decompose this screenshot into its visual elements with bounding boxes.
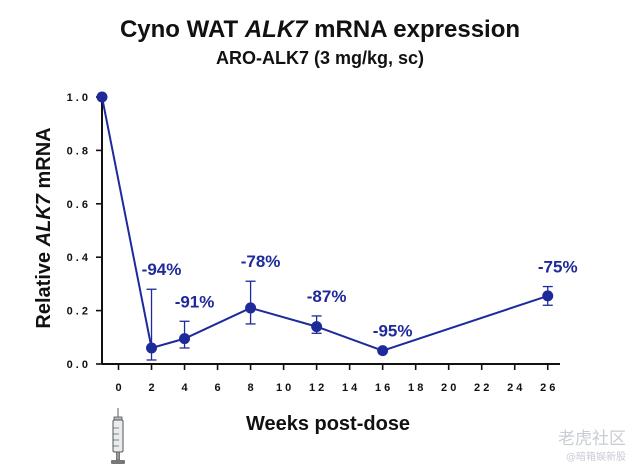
- y-tick-label: 1 . 0: [67, 92, 88, 104]
- data-point: [146, 342, 158, 354]
- data-label: -75%: [538, 258, 578, 277]
- x-tick-label: 1 0: [276, 382, 291, 394]
- y-tick-label: 0 . 4: [67, 252, 89, 264]
- x-tick-label: 0: [115, 382, 121, 394]
- x-tick-label: 2 6: [540, 382, 555, 394]
- data-point: [245, 302, 257, 314]
- x-tick-label: 1 2: [309, 382, 324, 394]
- y-tick-label: 0 . 6: [67, 199, 88, 211]
- data-point: [311, 321, 323, 333]
- series-line: [101, 96, 549, 352]
- x-axis-title: Weeks post-dose: [246, 413, 410, 435]
- watermark-brand: 老虎社区: [558, 429, 626, 449]
- x-ticks: 0 2 4 6 8 1 0 1 2 1 4 1 6 1 8 2 0 2 2 2 4 2 6: [115, 364, 555, 394]
- x-tick-label: 2 2: [474, 382, 489, 394]
- data-point: [377, 345, 389, 357]
- y-ticks: 0 . 0 0 . 2 0 . 4 0 . 6 0 . 8 1 . 0: [67, 92, 102, 371]
- chart-title: Cyno WAT ALK7 mRNA expression: [0, 16, 640, 44]
- x-tick-label: 2 4: [507, 382, 523, 394]
- x-tick-label: 1 8: [408, 382, 423, 394]
- data-label: -91%: [175, 292, 215, 311]
- data-point: [96, 91, 108, 103]
- watermark-handle: @暗箱娱新股: [566, 452, 626, 463]
- data-label: -94%: [142, 260, 182, 279]
- y-tick-label: 0 . 0: [67, 359, 88, 371]
- chart-title-gene: ALK7: [244, 16, 308, 43]
- syringe-icon: [111, 408, 125, 464]
- x-tick-label: 2 0: [441, 382, 456, 394]
- y-axis-title: Relative ALK7 mRNA: [33, 127, 55, 328]
- series-layer: [96, 91, 554, 361]
- x-tick-label: 6: [215, 382, 221, 394]
- y-tick-label: 0 . 8: [67, 145, 88, 157]
- data-label: -78%: [241, 252, 281, 271]
- data-label: -87%: [307, 287, 347, 306]
- x-tick-label: 2: [148, 382, 154, 394]
- data-labels: -94% -91% -78% -87% -95% -75%: [142, 252, 578, 340]
- axes: [101, 93, 560, 365]
- chart-title-pre: Cyno WAT: [119, 16, 245, 43]
- x-tick-label: 8: [248, 382, 254, 394]
- y-tick-label: 0 . 2: [67, 306, 88, 318]
- chart-title-post: mRNA expression: [307, 16, 521, 43]
- x-tick-label: 4: [181, 382, 188, 394]
- x-tick-label: 1 4: [342, 382, 358, 394]
- data-point: [542, 290, 554, 302]
- chart-subtitle: ARO-ALK7 (3 mg/kg, sc): [215, 48, 425, 68]
- y-axis-title-pre: Relative: [33, 246, 55, 328]
- y-axis-title-gene: ALK7: [33, 193, 55, 247]
- x-tick-label: 1 6: [375, 382, 390, 394]
- y-axis-title-post: mRNA: [33, 127, 55, 194]
- data-label: -95%: [373, 322, 413, 341]
- data-point: [179, 333, 191, 345]
